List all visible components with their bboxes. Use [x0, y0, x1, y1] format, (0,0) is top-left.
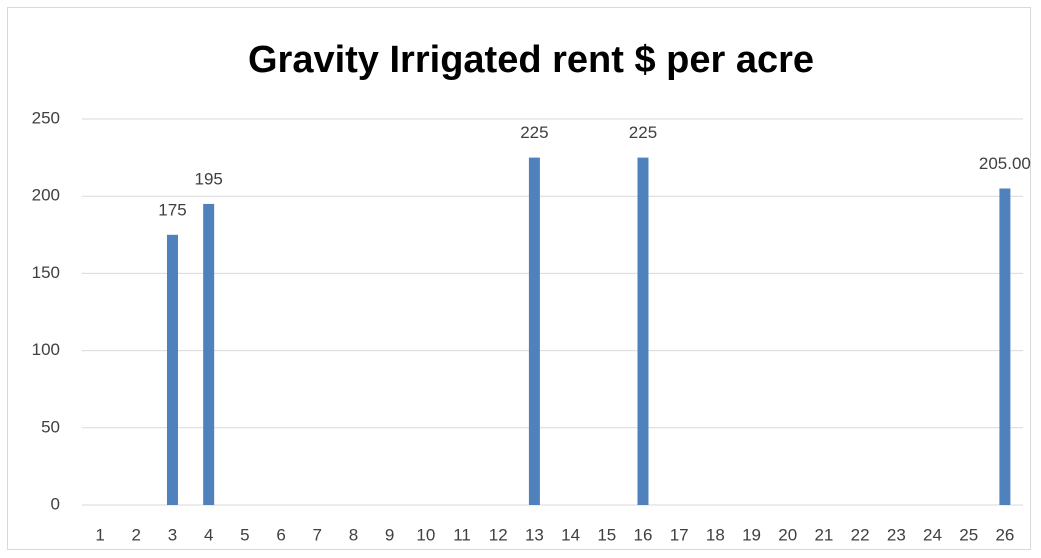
x-tick-label: 14: [561, 525, 580, 544]
data-label: 225: [520, 123, 548, 142]
x-tick-label: 11: [453, 525, 471, 544]
x-tick-label: 1: [95, 525, 104, 544]
data-label: 205.00: [979, 154, 1031, 173]
x-tick-label: 16: [634, 525, 653, 544]
x-tick-label: 2: [132, 525, 141, 544]
y-tick-label: 100: [32, 340, 60, 359]
x-tick-label: 15: [597, 525, 616, 544]
y-tick-label: 50: [41, 417, 60, 436]
x-tick-label: 10: [416, 525, 435, 544]
y-tick-label: 0: [51, 494, 60, 513]
y-tick-label: 150: [32, 263, 60, 282]
x-tick-label: 8: [349, 525, 358, 544]
x-tick-label: 5: [240, 525, 249, 544]
x-tick-label: 9: [385, 525, 394, 544]
bar: [637, 157, 649, 505]
x-tick-label: 12: [489, 525, 508, 544]
x-tick-label: 17: [670, 525, 689, 544]
data-label: 225: [629, 123, 657, 142]
bar: [166, 234, 178, 506]
x-tick-label: 20: [778, 525, 797, 544]
x-tick-label: 4: [204, 525, 213, 544]
chart-border: [7, 7, 1031, 550]
x-tick-label: 19: [742, 525, 761, 544]
y-tick-label: 250: [32, 108, 60, 127]
x-tick-label: 26: [995, 525, 1014, 544]
bar: [528, 157, 540, 505]
x-tick-label: 7: [313, 525, 322, 544]
x-tick-label: 13: [525, 525, 544, 544]
bar: [203, 203, 215, 506]
x-tick-label: 25: [959, 525, 978, 544]
x-tick-label: 3: [168, 525, 177, 544]
data-label: 175: [158, 200, 186, 219]
x-tick-label: 21: [814, 525, 833, 544]
bar: [999, 188, 1011, 506]
y-tick-label: 200: [32, 186, 60, 205]
x-tick-label: 22: [851, 525, 870, 544]
x-tick-label: 24: [923, 525, 942, 544]
x-tick-label: 6: [276, 525, 285, 544]
x-tick-label: 23: [887, 525, 906, 544]
data-label: 195: [194, 169, 222, 188]
chart-title: Gravity Irrigated rent $ per acre: [248, 39, 814, 81]
x-tick-label: 18: [706, 525, 725, 544]
